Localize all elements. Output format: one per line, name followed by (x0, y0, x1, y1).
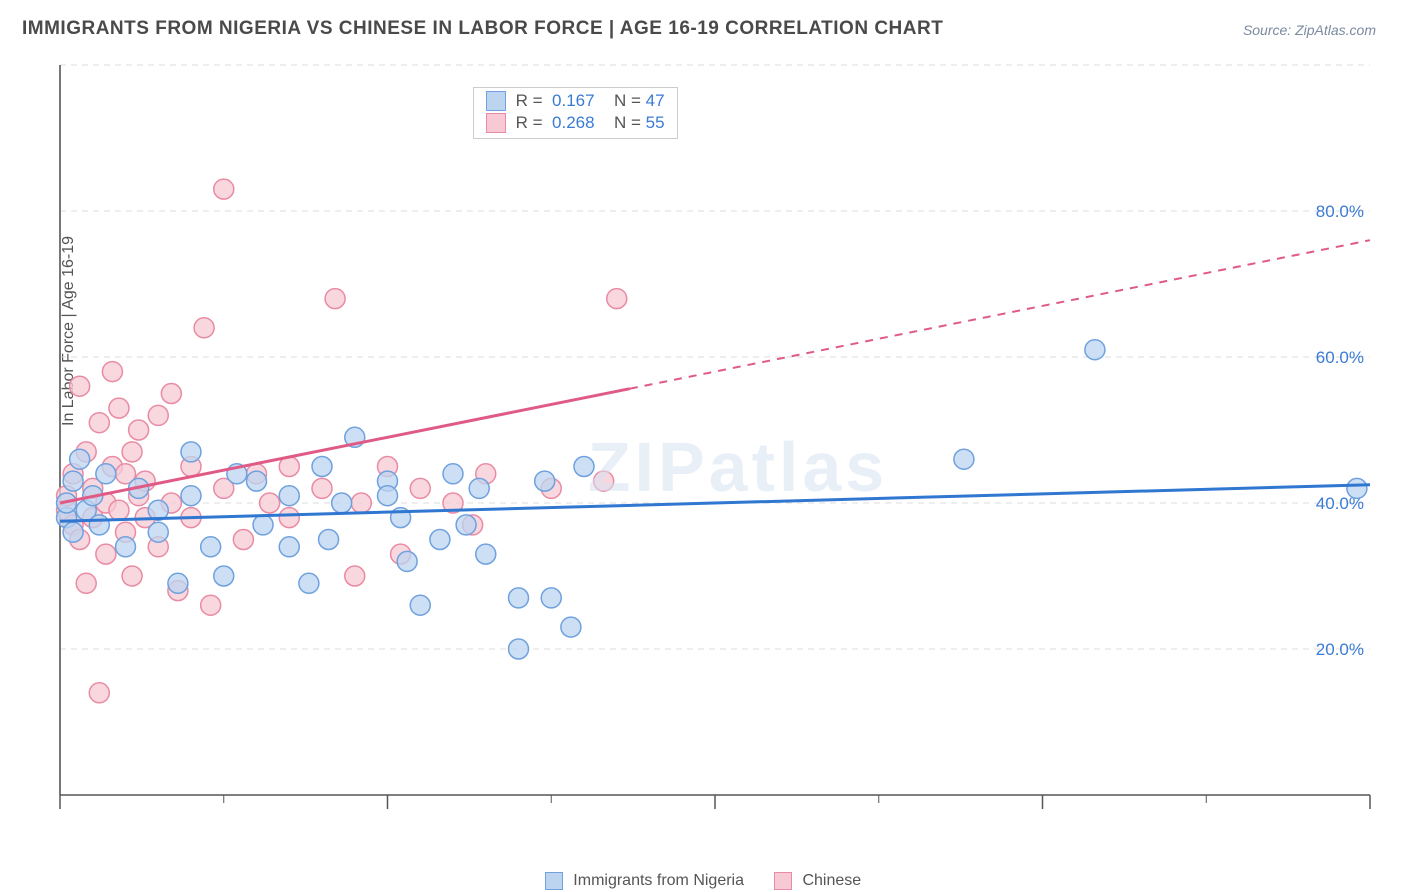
svg-text:20.0%: 20.0% (1316, 640, 1364, 659)
svg-text:80.0%: 80.0% (1316, 202, 1364, 221)
legend-label-nigeria: Immigrants from Nigeria (573, 872, 744, 889)
legend-swatch-nigeria (545, 872, 563, 890)
svg-text:0.0%: 0.0% (60, 812, 99, 815)
legend-label-chinese: Chinese (802, 872, 861, 889)
legend-item-nigeria: Immigrants from Nigeria (545, 872, 744, 890)
series-legend: Immigrants from Nigeria Chinese (0, 872, 1406, 890)
legend-item-chinese: Chinese (774, 872, 861, 890)
chart-svg: 20.0%40.0%60.0%80.0%0.0%20.0% (50, 55, 1380, 815)
svg-text:60.0%: 60.0% (1316, 348, 1364, 367)
correlation-legend: R = 0.167 N = 47R = 0.268 N = 55 (473, 87, 678, 139)
legend-swatch-chinese (774, 872, 792, 890)
svg-text:20.0%: 20.0% (1322, 812, 1370, 815)
chart-title: IMMIGRANTS FROM NIGERIA VS CHINESE IN LA… (22, 18, 943, 40)
scatter-plot: In Labor Force | Age 16-19 20.0%40.0%60.… (50, 55, 1380, 815)
source-label: Source: ZipAtlas.com (1243, 22, 1376, 38)
